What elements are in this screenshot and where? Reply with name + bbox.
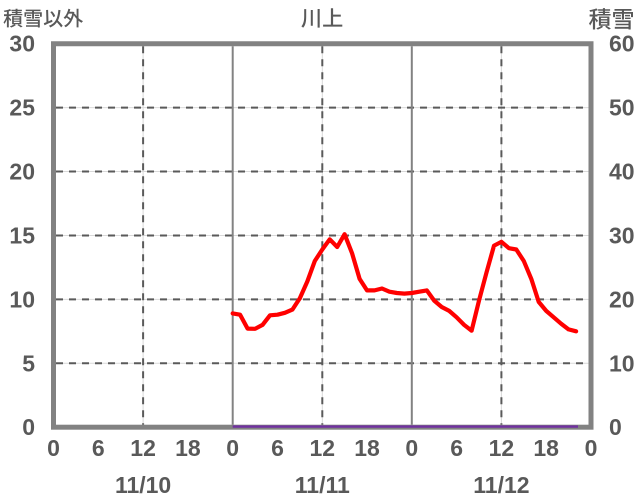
svg-text:0: 0 (47, 435, 60, 461)
svg-text:12: 12 (310, 435, 336, 461)
svg-text:6: 6 (450, 435, 463, 461)
svg-text:18: 18 (354, 435, 380, 461)
svg-text:0: 0 (585, 435, 598, 461)
svg-text:18: 18 (175, 435, 201, 461)
svg-text:5: 5 (22, 350, 35, 376)
svg-text:20: 20 (609, 286, 635, 312)
svg-text:11/12: 11/12 (473, 472, 529, 498)
svg-text:18: 18 (533, 435, 559, 461)
svg-text:25: 25 (9, 95, 35, 121)
svg-text:40: 40 (609, 159, 635, 185)
svg-text:12: 12 (130, 435, 156, 461)
svg-text:0: 0 (22, 414, 35, 440)
svg-text:30: 30 (609, 223, 635, 249)
svg-text:0: 0 (609, 414, 622, 440)
svg-text:6: 6 (271, 435, 284, 461)
svg-text:6: 6 (92, 435, 105, 461)
svg-text:60: 60 (609, 31, 635, 57)
svg-text:20: 20 (9, 159, 35, 185)
svg-text:11/10: 11/10 (115, 472, 171, 498)
svg-text:11/11: 11/11 (295, 472, 350, 498)
svg-text:12: 12 (489, 435, 515, 461)
svg-text:10: 10 (609, 350, 635, 376)
svg-text:0: 0 (405, 435, 418, 461)
svg-text:50: 50 (609, 95, 635, 121)
svg-text:30: 30 (9, 31, 35, 57)
svg-text:0: 0 (226, 435, 239, 461)
svg-text:15: 15 (9, 223, 35, 249)
svg-text:10: 10 (9, 286, 35, 312)
